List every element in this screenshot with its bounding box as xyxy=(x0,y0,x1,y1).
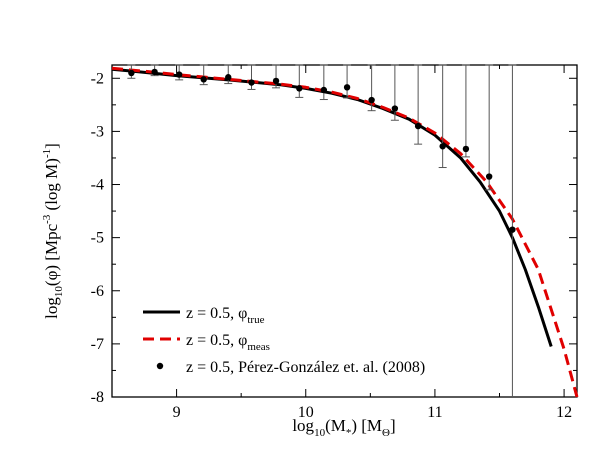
y-tick-label: -4 xyxy=(91,177,104,194)
data-point xyxy=(151,68,158,76)
data-point xyxy=(320,86,328,94)
y-tick-label: -6 xyxy=(91,283,104,300)
y-tick-label: -8 xyxy=(91,389,104,406)
data-point xyxy=(128,69,135,77)
legend-label-points: z = 0.5, Pérez-González et. al. (2008) xyxy=(186,359,425,376)
data-point xyxy=(343,84,351,91)
y-tick-label: -2 xyxy=(91,70,104,87)
data-point xyxy=(439,143,446,150)
y-tick-label: -3 xyxy=(91,123,104,140)
legend-label-true: z = 0.5, φtrue xyxy=(186,305,265,326)
data-point xyxy=(296,85,303,92)
data-point xyxy=(272,77,280,85)
plot-frame xyxy=(111,64,578,398)
data-point xyxy=(509,226,516,233)
data-point xyxy=(225,74,232,81)
x-tick-label: 10 xyxy=(298,404,314,421)
y-tick-label: -7 xyxy=(91,336,104,353)
x-tick-label: 12 xyxy=(556,404,572,421)
data-point xyxy=(175,71,183,78)
data-point xyxy=(462,145,470,153)
data-point xyxy=(391,105,399,112)
series-line-meas xyxy=(111,66,579,398)
data-point xyxy=(414,122,422,130)
data-point xyxy=(200,76,207,83)
legend-label-meas: z = 0.5, φmeas xyxy=(186,332,270,353)
x-axis-title: log10(M*) [MΘ] xyxy=(292,416,395,439)
x-tick-label: 9 xyxy=(173,404,181,421)
data-point xyxy=(248,79,255,86)
y-tick-label: -5 xyxy=(91,230,104,247)
y-axis-title: log10(φ) [Mpc-3 (log M)-1] xyxy=(41,143,65,319)
legend: z = 0.5, φtrue z = 0.5, φmeas z = 0.5, P… xyxy=(143,305,425,376)
data-point xyxy=(485,173,493,180)
data-point xyxy=(368,96,375,104)
series-line-true xyxy=(111,67,553,347)
legend-marker-points xyxy=(156,362,164,370)
x-tick-label: 11 xyxy=(427,404,442,421)
